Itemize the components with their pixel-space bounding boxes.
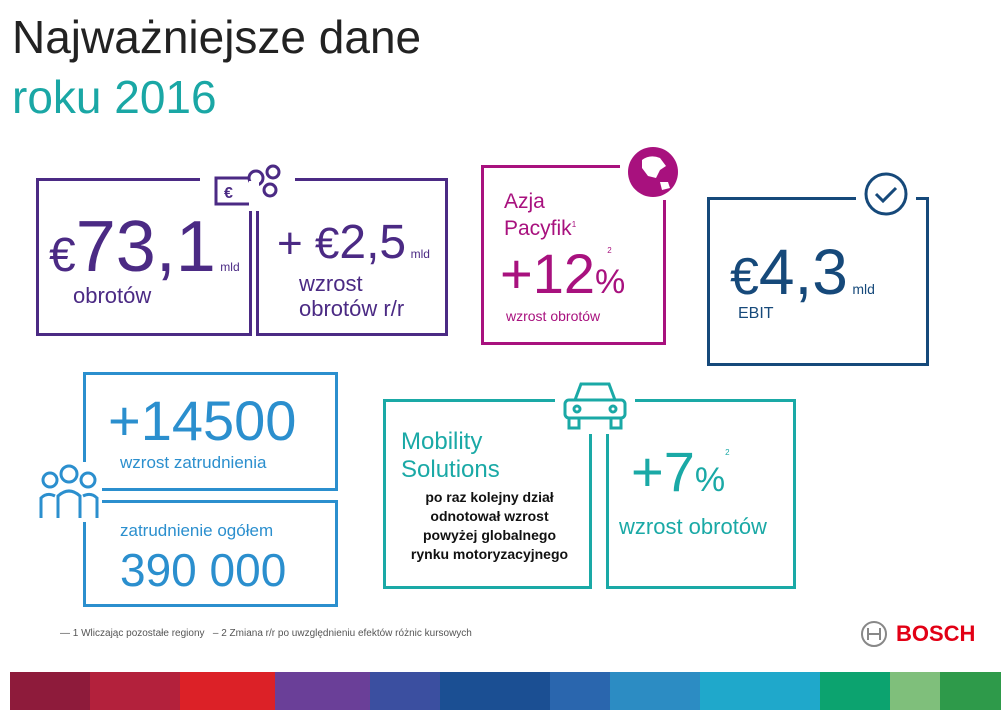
ebit-card: €4,3 mld EBIT bbox=[707, 197, 929, 366]
growth-label-2: obrotów r/r bbox=[299, 296, 405, 321]
bosch-logo: BOSCH bbox=[860, 620, 975, 648]
asia-value: +12 bbox=[500, 242, 595, 305]
svg-text:€: € bbox=[224, 185, 233, 202]
employment-total-card: zatrudnienie ogółem 390 000 bbox=[83, 500, 338, 607]
ebit-value: 4,3 bbox=[758, 236, 848, 308]
sales-value: 73,1 bbox=[75, 207, 216, 287]
brand-name: BOSCH bbox=[896, 621, 976, 646]
globe-icon bbox=[620, 140, 686, 200]
employment-increase-card: +14500 wzrost zatrudnienia bbox=[83, 372, 338, 491]
ebit-label: EBIT bbox=[738, 305, 774, 322]
currency-symbol: € bbox=[49, 229, 76, 282]
mobility-desc: odnotował wzrost bbox=[430, 508, 549, 524]
footnote-1: 1 Wliczając pozostałe regiony bbox=[72, 628, 205, 639]
mobility-desc: po raz kolejny dział bbox=[425, 489, 554, 505]
footnotes: — 1 Wliczając pozostałe regiony – 2 Zmia… bbox=[60, 628, 472, 639]
sales-card: €73,1 mld obrotów bbox=[36, 178, 252, 336]
asia-name-2: Pacyfik bbox=[504, 217, 572, 240]
asia-card: Azja Pacyfik1 +12% 2 wzrost obrotów bbox=[481, 165, 666, 345]
sales-unit: mld bbox=[220, 260, 240, 274]
mobility-desc: rynku motoryzacyjnego bbox=[410, 546, 569, 562]
mobility-name-2: Solutions bbox=[401, 456, 500, 483]
page-subtitle: roku 2016 bbox=[12, 71, 217, 123]
mobility-growth-label: wzrost obrotów bbox=[619, 514, 767, 539]
mobility-card: Mobility Solutions po raz kolejny dział o… bbox=[383, 399, 592, 589]
growth-label: wzrost bbox=[299, 271, 363, 296]
sales-label: obrotów bbox=[73, 283, 152, 308]
growth-value: 2,5 bbox=[339, 216, 407, 269]
checkmark-icon bbox=[856, 170, 916, 220]
footnote-ref: 2 bbox=[607, 245, 612, 255]
growth-prefix: + € bbox=[277, 219, 340, 268]
employment-increase-label: wzrost zatrudnienia bbox=[120, 453, 267, 472]
people-icon bbox=[36, 462, 102, 522]
employment-increase-value: +14500 bbox=[108, 389, 297, 452]
mobility-desc: powyżej globalnego bbox=[422, 527, 556, 543]
money-icon: € bbox=[200, 160, 295, 210]
footnote-ref: 1 bbox=[571, 220, 577, 229]
page-title: Najważniejsze dane bbox=[12, 11, 422, 63]
mobility-growth-card: +7% 2 wzrost obrotów bbox=[606, 399, 796, 589]
car-icon bbox=[555, 376, 635, 434]
asia-label: wzrost obrotów bbox=[506, 308, 601, 324]
footnote-2: 2 Zmiana r/r po uwzględnieniu efektów ró… bbox=[221, 628, 472, 639]
growth-unit: mld bbox=[410, 247, 430, 261]
employment-total-value: 390 000 bbox=[120, 544, 287, 596]
footnote-ref: 2 bbox=[725, 447, 730, 457]
ebit-unit: mld bbox=[852, 281, 875, 297]
asia-name: Azja bbox=[504, 190, 545, 213]
growth-card: + €2,5 mld wzrost obrotów r/r bbox=[256, 178, 448, 336]
percent-sign: % bbox=[595, 263, 626, 301]
currency-symbol: € bbox=[730, 248, 759, 306]
bosch-armature-icon bbox=[861, 621, 887, 647]
mobility-name: Mobility bbox=[401, 428, 483, 455]
mobility-value: +7 bbox=[631, 440, 695, 503]
percent-sign: % bbox=[694, 461, 726, 499]
employment-total-label: zatrudnienie ogółem bbox=[120, 521, 274, 540]
